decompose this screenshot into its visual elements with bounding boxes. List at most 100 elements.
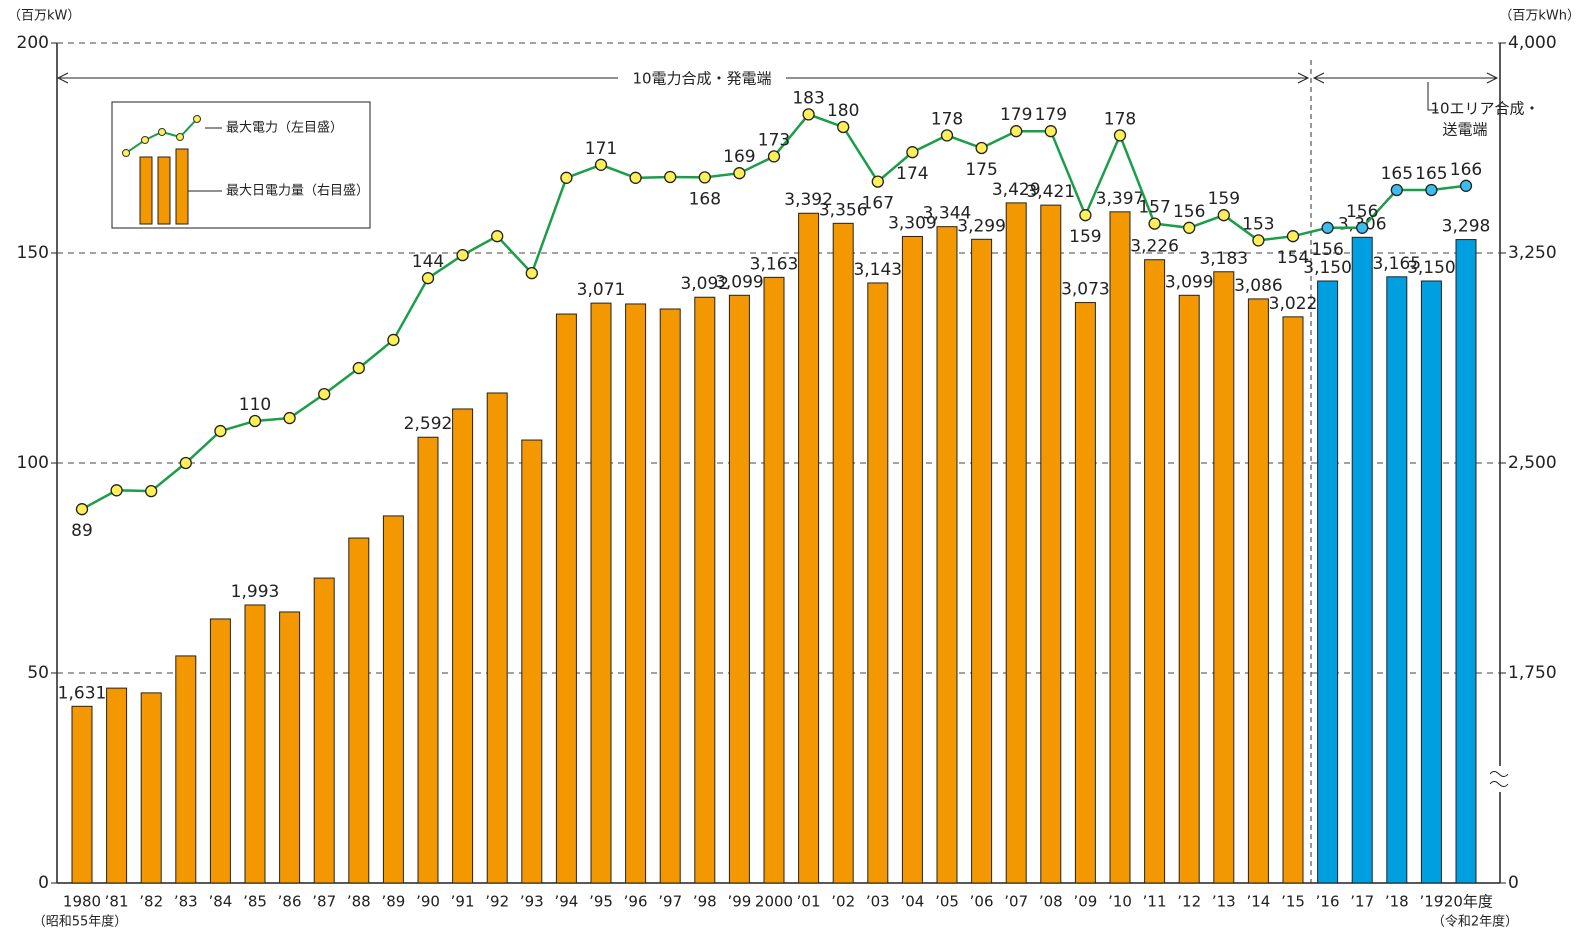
x-tick-label: ’84 xyxy=(208,893,232,911)
bar-value-label: 3,392 xyxy=(784,190,833,210)
bar-value-label: 3,226 xyxy=(1130,237,1179,257)
x-tick-label: ’81 xyxy=(105,893,129,911)
x-tick-label: ’05 xyxy=(935,893,959,911)
x-tick-label: ’02 xyxy=(831,893,855,911)
y-tick-label: 150 xyxy=(17,243,49,263)
line-marker xyxy=(1459,179,1473,192)
bar xyxy=(832,222,854,884)
label-bg xyxy=(618,68,786,88)
x-tick-label: ’16 xyxy=(1316,893,1340,911)
x-tick-label: ’14 xyxy=(1246,893,1270,911)
legend-box xyxy=(111,101,371,229)
bar xyxy=(1351,236,1373,884)
line-marker xyxy=(837,120,850,134)
line-marker xyxy=(629,171,642,184)
y-tick-label: 100 xyxy=(17,453,49,473)
bar xyxy=(555,313,577,884)
x-tick-label: ’93 xyxy=(520,893,544,911)
bar xyxy=(1386,276,1408,884)
line-value-label: 167 xyxy=(862,194,894,214)
x-tick-label: ’07 xyxy=(1004,893,1028,911)
line-marker xyxy=(352,361,365,375)
legend-bar xyxy=(139,156,153,225)
x-tick-label: ’98 xyxy=(693,893,717,911)
x-tick-label: ’12 xyxy=(1177,893,1201,911)
legend-marker xyxy=(158,128,166,136)
x-tick-label: ’88 xyxy=(347,893,371,911)
bar xyxy=(590,302,612,884)
line-marker xyxy=(318,387,331,401)
bar xyxy=(1420,280,1442,884)
bar-value-label: 3,086 xyxy=(1234,276,1283,296)
bar-value-label: 3,022 xyxy=(1269,294,1318,314)
x-tick-label: ’85 xyxy=(243,893,267,911)
annotation-leader xyxy=(1427,82,1438,111)
line-marker xyxy=(179,456,192,470)
bar-value-label: 3,397 xyxy=(1096,189,1145,209)
y2-tick-label: 3,250 xyxy=(1508,243,1557,263)
line-marker xyxy=(1079,209,1092,222)
line-marker xyxy=(421,272,435,285)
line-marker xyxy=(871,175,884,188)
bar-value-label: 3,356 xyxy=(819,200,868,220)
annotation: 10電力合成・発電端 xyxy=(632,70,771,88)
line-value-label: 183 xyxy=(792,88,824,108)
line-value-label: 178 xyxy=(931,109,963,129)
line-value-label: 156 xyxy=(1173,202,1205,222)
line-value-label: 179 xyxy=(1000,105,1032,125)
bar-value-label: 2,592 xyxy=(404,414,453,434)
bar-value-label: 3,073 xyxy=(1061,280,1110,300)
bar xyxy=(71,705,93,884)
bar-value-label: 3,299 xyxy=(957,216,1006,236)
line-value-label: 153 xyxy=(1242,214,1274,234)
bar xyxy=(694,296,716,884)
bar xyxy=(936,226,958,884)
x-tick-label: ’92 xyxy=(485,893,509,911)
bar-value-label: 3,421 xyxy=(1026,182,1075,202)
bar xyxy=(1213,271,1235,884)
x-tick-label: ’03 xyxy=(866,893,890,911)
line-value-label: 157 xyxy=(1138,198,1170,218)
bar xyxy=(279,611,301,884)
legend: 最大電力（左目盛） 最大日電力量（右目盛） xyxy=(111,101,371,229)
line-marker xyxy=(906,146,919,159)
line-marker xyxy=(560,171,573,184)
line-marker xyxy=(1321,221,1334,234)
x-tick-label: ’10 xyxy=(1108,893,1132,911)
line-value-label: 166 xyxy=(1450,160,1482,180)
legend-marker xyxy=(193,115,201,123)
line-marker xyxy=(940,129,954,142)
bar xyxy=(625,303,647,884)
bar xyxy=(140,692,162,884)
x-tick-label: ’90 xyxy=(416,893,440,911)
bar xyxy=(1005,202,1027,884)
arrow-head xyxy=(1312,72,1499,84)
bar-value-label: 3,183 xyxy=(1199,249,1248,269)
line-marker xyxy=(1425,183,1438,197)
line-value-label: 159 xyxy=(1208,189,1240,209)
line-marker xyxy=(456,248,469,262)
line-value-label: 156 xyxy=(1346,202,1378,222)
line-value-label: 154 xyxy=(1277,248,1309,268)
line-marker xyxy=(1183,221,1196,234)
line-marker xyxy=(1113,129,1127,142)
line-marker xyxy=(283,411,296,425)
line-marker xyxy=(387,333,400,347)
legend-marker xyxy=(141,136,149,144)
bar xyxy=(798,212,820,884)
line-marker xyxy=(698,171,711,184)
line-marker xyxy=(1217,209,1230,222)
x-tick-label: ’17 xyxy=(1350,893,1374,911)
line-value-label: 110 xyxy=(239,395,271,415)
legend-marker xyxy=(122,149,130,157)
bar xyxy=(763,276,785,884)
annotation: 送電端 xyxy=(1442,121,1487,139)
bar xyxy=(1144,259,1166,884)
bar xyxy=(971,238,993,884)
y-tick-label: 0 xyxy=(38,873,49,893)
line-marker xyxy=(248,414,262,428)
line-marker xyxy=(767,150,781,163)
x-tick-label: ’04 xyxy=(900,893,924,911)
line-value-label: 180 xyxy=(827,101,859,121)
